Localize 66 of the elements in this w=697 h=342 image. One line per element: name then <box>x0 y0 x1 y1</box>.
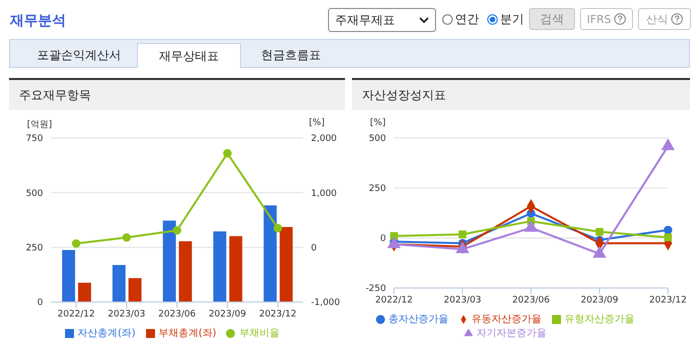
point <box>596 228 604 236</box>
text: 주재무제표 <box>335 12 395 28</box>
x-tick-label: 2023/06 <box>512 295 550 306</box>
text: 분기 <box>500 11 524 28</box>
point <box>223 149 232 158</box>
text: 현금흐름표 <box>260 46 322 64</box>
bar <box>112 265 126 302</box>
x-tick-label: 2023/03 <box>108 309 146 320</box>
y2-tick-label: 2,000 <box>311 134 338 144</box>
x-tick-label: 2023/06 <box>158 309 196 320</box>
bar <box>280 226 293 302</box>
y-tick-label: -250 <box>366 284 386 294</box>
text: 재무분석 <box>10 12 66 30</box>
point <box>664 234 672 242</box>
y2-tick-label: 1,000 <box>311 188 338 199</box>
bar <box>128 278 142 302</box>
point <box>274 224 282 232</box>
y-tick-label: 250 <box>368 184 386 194</box>
x-tick-label: 2023/09 <box>208 309 246 320</box>
y-axis-title: [%] <box>370 118 386 128</box>
y-tick-label: 0 <box>37 298 44 308</box>
bar <box>78 282 92 302</box>
bar <box>213 231 226 302</box>
y-tick-label: 250 <box>26 244 44 254</box>
point <box>72 239 80 248</box>
legend-label: 유동자산증가율 <box>472 314 542 325</box>
y2-axis-title: [%] <box>309 118 325 128</box>
y-tick-label: 0 <box>380 234 386 244</box>
point <box>662 138 674 150</box>
legend-label: 유형자산증가율 <box>564 314 634 325</box>
legend-label: 자산총계(좌) <box>78 328 136 339</box>
point <box>458 230 466 238</box>
x-tick-label: 2022/12 <box>58 309 95 320</box>
text: 산식 <box>646 12 668 26</box>
point <box>122 233 131 242</box>
y-tick-label: 500 <box>368 134 386 144</box>
chart-title: 주요재무항목 <box>9 80 345 110</box>
legend-label: 부채비율 <box>239 328 280 339</box>
x-tick-label: 2022/12 <box>375 295 413 306</box>
point <box>593 246 606 258</box>
y2-tick-label: -1,000 <box>311 298 340 308</box>
y2-tick-label: 0 <box>311 244 317 254</box>
chart-title: 자산성장성지표 <box>352 80 690 110</box>
text: 재무상태표 <box>137 43 241 68</box>
legend-label: 총자산증가율 <box>388 314 448 325</box>
x-tick-label: 2023/09 <box>580 295 618 306</box>
bar <box>162 220 176 302</box>
x-tick-label: 2023/12 <box>259 309 296 320</box>
text: IFRS <box>586 12 612 26</box>
point <box>172 226 182 235</box>
bar <box>229 236 242 302</box>
point <box>664 226 672 234</box>
y-tick-label: 500 <box>26 188 44 199</box>
x-tick-label: 2023/03 <box>444 295 482 306</box>
bar <box>62 250 76 302</box>
y-axis-title: [억원] <box>27 119 52 131</box>
text: 포괄손익계산서 <box>36 46 122 64</box>
bar <box>178 241 192 302</box>
text: 검색 <box>529 8 575 30</box>
legend-label: 자기자본증가율 <box>476 328 546 339</box>
point <box>524 220 538 232</box>
y-tick-label: 750 <box>26 134 44 144</box>
bar <box>264 205 277 302</box>
x-tick-label: 2023/12 <box>649 295 687 306</box>
legend-label: 부채총계(좌) <box>158 328 216 339</box>
text: 연간 <box>455 11 479 28</box>
